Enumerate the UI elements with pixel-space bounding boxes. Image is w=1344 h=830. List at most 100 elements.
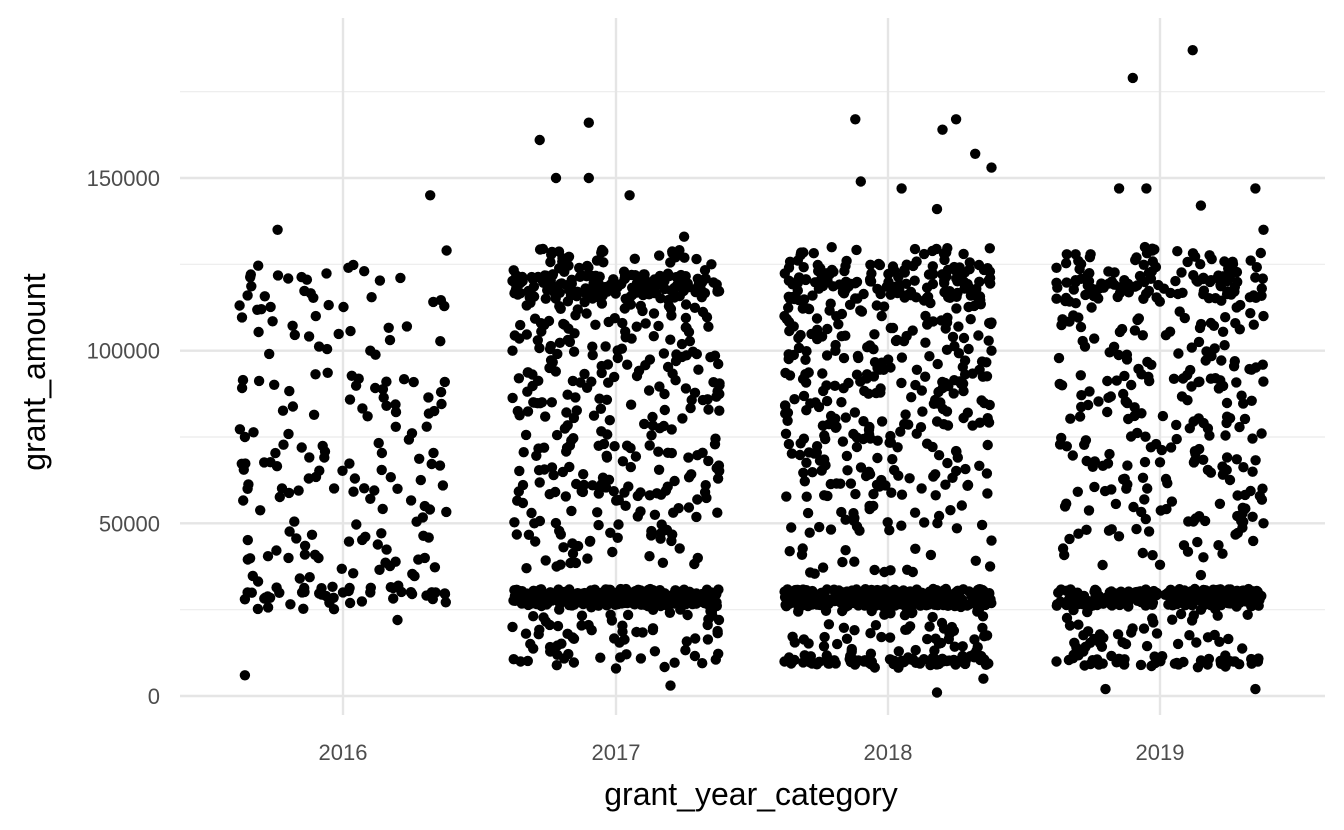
data-point (1052, 282, 1063, 293)
data-point (659, 588, 670, 599)
data-point (1247, 433, 1258, 444)
data-point (1076, 401, 1087, 413)
data-point (786, 522, 797, 533)
data-point (901, 330, 912, 342)
data-point (539, 270, 550, 281)
data-point (868, 488, 879, 500)
data-point (833, 319, 844, 330)
data-point (1154, 457, 1166, 468)
data-point (681, 636, 692, 647)
data-point (1247, 590, 1258, 602)
data-point (365, 493, 376, 504)
data-point (548, 469, 559, 481)
data-point (238, 495, 249, 506)
data-point (844, 654, 855, 665)
data-point (1234, 421, 1245, 433)
data-point (259, 457, 270, 468)
data-point (308, 409, 320, 420)
data-point (1209, 629, 1220, 641)
data-point (918, 248, 930, 260)
data-point (1061, 249, 1073, 260)
data-point (621, 649, 632, 660)
data-point (1082, 606, 1093, 618)
data-point (783, 349, 794, 360)
data-point (962, 407, 973, 418)
data-point (860, 584, 871, 595)
data-point (348, 486, 359, 497)
data-point (810, 592, 821, 604)
data-point (546, 249, 557, 260)
data-point (794, 449, 806, 461)
data-point (1198, 285, 1210, 296)
data-point (885, 565, 896, 576)
data-point (1140, 431, 1151, 442)
data-point (609, 313, 620, 324)
data-point (802, 303, 814, 314)
data-point (714, 405, 725, 416)
x-tick-label: 2016 (319, 740, 368, 765)
data-point (1245, 308, 1256, 319)
data-point (289, 516, 300, 527)
data-point (817, 368, 828, 379)
data-point (826, 242, 837, 253)
data-point (1174, 584, 1185, 595)
data-point (916, 483, 927, 494)
data-point (684, 336, 696, 347)
data-point (713, 584, 724, 595)
data-point (876, 416, 888, 427)
data-point (1060, 258, 1072, 269)
data-point (646, 430, 657, 441)
data-point (819, 631, 830, 643)
data-point (787, 291, 798, 303)
data-point (578, 469, 589, 480)
data-point (869, 329, 880, 340)
data-point (703, 455, 714, 467)
data-point (831, 421, 842, 432)
data-point (787, 631, 798, 642)
data-point (612, 282, 623, 293)
data-point (562, 420, 573, 431)
data-point (586, 376, 597, 387)
data-point (1079, 660, 1090, 671)
data-point (927, 611, 938, 623)
data-point (527, 380, 538, 392)
data-point (835, 478, 846, 489)
data-point (520, 628, 532, 639)
data-point (697, 447, 708, 458)
data-point (1131, 523, 1142, 535)
data-point (713, 614, 725, 626)
data-point (970, 148, 981, 159)
data-point (376, 528, 387, 539)
data-point (274, 491, 285, 503)
data-point (555, 303, 566, 314)
data-point (1121, 354, 1133, 365)
data-point (1192, 662, 1204, 673)
data-point (296, 442, 307, 453)
data-point (246, 281, 257, 292)
data-point (851, 521, 863, 532)
data-point (635, 487, 646, 498)
data-point (859, 385, 870, 397)
data-point (659, 404, 670, 416)
data-point (689, 650, 701, 662)
data-point (928, 268, 939, 280)
data-point (1135, 659, 1147, 671)
data-point (665, 680, 676, 691)
data-point (909, 507, 921, 518)
data-point (625, 299, 636, 310)
data-point (780, 428, 792, 439)
data-point (822, 323, 833, 335)
data-point (603, 377, 614, 388)
data-point (1147, 256, 1159, 267)
data-point (533, 629, 544, 640)
data-point (927, 261, 938, 272)
data-point (608, 274, 619, 285)
data-point (981, 371, 993, 382)
data-point (581, 308, 592, 319)
data-point (821, 584, 833, 595)
data-point (959, 355, 971, 366)
data-point (821, 350, 833, 361)
data-point (1192, 536, 1203, 548)
data-point (613, 519, 624, 530)
data-point (550, 366, 561, 377)
